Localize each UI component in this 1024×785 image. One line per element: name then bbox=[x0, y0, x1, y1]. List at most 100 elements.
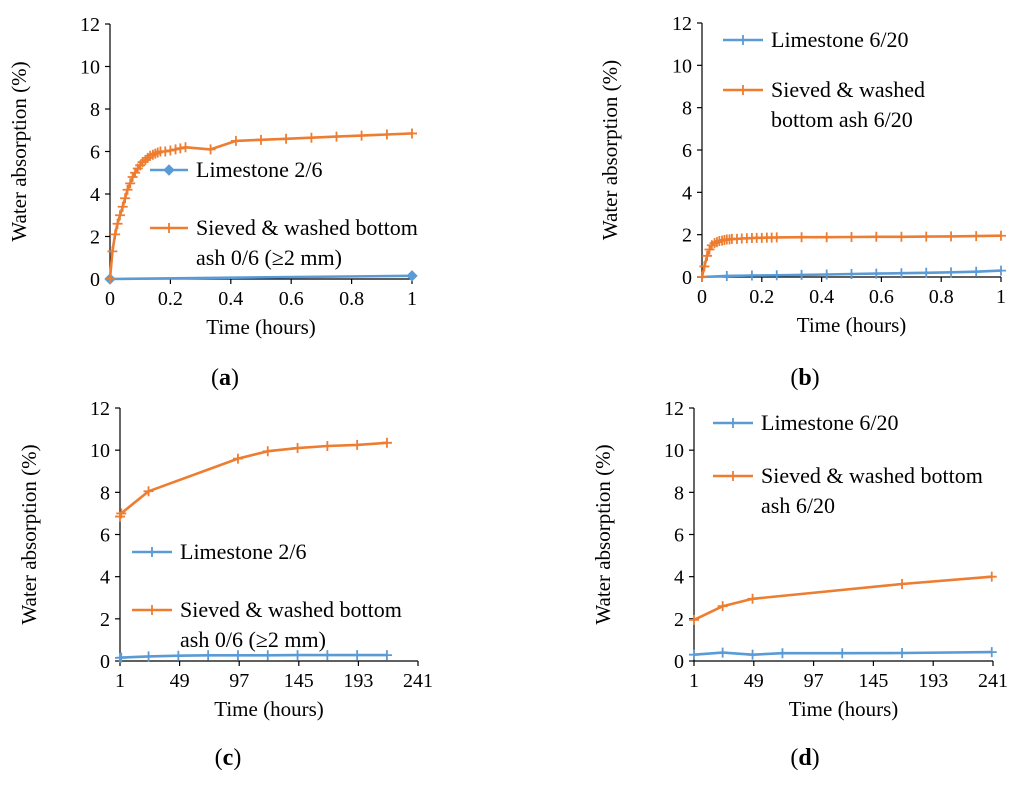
x-tick-label: 0.2 bbox=[749, 286, 774, 308]
data-point bbox=[896, 268, 907, 279]
data-point bbox=[986, 647, 997, 658]
data-point bbox=[796, 232, 807, 243]
series-bottom-ash bbox=[697, 230, 1006, 282]
caption-letter: b bbox=[798, 365, 811, 391]
y-tick-label: 8 bbox=[674, 482, 684, 504]
data-point bbox=[971, 231, 982, 242]
y-axis-label: Water absorption (%) bbox=[598, 60, 622, 240]
caption-close-paren: ) bbox=[812, 745, 820, 771]
y-tick-label: 10 bbox=[672, 55, 692, 77]
panel-caption: (b) bbox=[790, 365, 819, 391]
data-point bbox=[689, 614, 699, 625]
caption-open-paren: ( bbox=[215, 745, 223, 771]
data-point bbox=[127, 172, 138, 182]
data-point bbox=[180, 142, 191, 153]
data-point bbox=[689, 649, 699, 660]
y-tick-label: 2 bbox=[90, 227, 100, 249]
data-point bbox=[996, 230, 1006, 241]
data-point bbox=[173, 650, 184, 661]
y-tick-label: 0 bbox=[674, 651, 684, 673]
y-axis-label: Water absorption (%) bbox=[7, 61, 31, 241]
caption-close-paren: ) bbox=[812, 365, 820, 391]
series-line bbox=[119, 653, 387, 660]
x-tick-label: 49 bbox=[744, 670, 764, 692]
data-point bbox=[777, 648, 788, 659]
y-tick-label: 0 bbox=[90, 269, 100, 291]
legend-marker bbox=[163, 164, 175, 176]
data-point bbox=[262, 446, 273, 457]
y-tick-label: 4 bbox=[682, 182, 692, 204]
x-tick-label: 0.6 bbox=[279, 288, 304, 310]
caption-open-paren: ( bbox=[211, 365, 219, 391]
y-tick-label: 12 bbox=[90, 398, 110, 420]
data-point bbox=[203, 650, 214, 661]
data-point bbox=[971, 266, 982, 277]
legend-marker bbox=[147, 547, 157, 557]
x-axis-label: Time (hours) bbox=[214, 697, 323, 721]
y-tick-label: 4 bbox=[100, 567, 110, 589]
chart-b: 0 2 4 6 8 10 12 0 0.2 0.4 0.6 0.8 1 Time (hours) Water… bbox=[598, 13, 1006, 391]
x-axis-label: Time (hours) bbox=[206, 315, 315, 339]
data-point bbox=[150, 148, 161, 159]
y-tick-label: 12 bbox=[672, 13, 692, 35]
data-point bbox=[946, 267, 957, 278]
y-tick-label: 2 bbox=[674, 609, 684, 631]
x-tick-label: 1 bbox=[115, 670, 125, 692]
data-point bbox=[232, 650, 243, 661]
chart-c: 0 2 4 6 8 10 12 1 49 97 145 193 241 Time (hours) Water… bbox=[17, 398, 433, 771]
legend-label: Limestone 2/6 bbox=[196, 157, 322, 182]
x-tick-label: 97 bbox=[804, 670, 824, 692]
x-tick-label: 241 bbox=[403, 670, 433, 692]
x-axis-label: Time (hours) bbox=[789, 697, 898, 721]
y-tick-label: 4 bbox=[90, 184, 100, 206]
data-point bbox=[352, 650, 363, 661]
x-tick-label: 97 bbox=[229, 670, 249, 692]
legend: Limestone 2/6 Sieved & washed bottom ash 0… bbox=[132, 539, 402, 652]
x-tick-label: 1 bbox=[407, 288, 417, 310]
data-point bbox=[165, 145, 176, 156]
data-point bbox=[116, 652, 127, 663]
data-point bbox=[381, 437, 392, 448]
legend-label: ash 6/20 bbox=[761, 493, 835, 518]
legend-label: bottom ash 6/20 bbox=[771, 107, 913, 132]
panel-caption: (a) bbox=[211, 365, 239, 391]
y-tick-label: 6 bbox=[100, 525, 110, 547]
data-point bbox=[262, 650, 273, 661]
data-point bbox=[170, 144, 181, 155]
caption-letter: d bbox=[798, 745, 812, 771]
data-point bbox=[896, 231, 907, 242]
caption-open-paren: ( bbox=[790, 745, 798, 771]
data-point bbox=[796, 269, 807, 280]
legend-marker bbox=[164, 223, 174, 233]
y-tick-label: 8 bbox=[90, 99, 100, 121]
data-point bbox=[232, 453, 243, 464]
data-point bbox=[356, 130, 367, 141]
x-tick-label: 193 bbox=[343, 670, 373, 692]
legend-label: ash 0/6 (≥2 mm) bbox=[180, 627, 326, 652]
x-tick-label: 193 bbox=[918, 670, 948, 692]
y-tick-label: 0 bbox=[100, 651, 110, 673]
data-point bbox=[281, 133, 292, 144]
data-point bbox=[921, 267, 932, 278]
y-tick-label: 10 bbox=[90, 440, 110, 462]
caption-close-paren: ) bbox=[231, 365, 239, 391]
x-tick-label: 0 bbox=[697, 286, 707, 308]
data-point bbox=[407, 128, 417, 139]
data-point bbox=[996, 265, 1006, 276]
data-point bbox=[292, 443, 303, 454]
data-point bbox=[256, 134, 266, 145]
x-tick-label: 1 bbox=[996, 286, 1006, 308]
data-point bbox=[230, 135, 241, 146]
caption-close-paren: ) bbox=[233, 745, 241, 771]
data-point bbox=[711, 237, 722, 248]
data-point bbox=[697, 272, 707, 282]
legend-label: Sieved & washed bottom bbox=[761, 463, 983, 488]
legend-marker bbox=[728, 418, 738, 428]
data-point bbox=[897, 579, 908, 590]
data-point bbox=[143, 651, 154, 662]
y-tick-label: 4 bbox=[674, 567, 684, 589]
x-tick-label: 145 bbox=[284, 670, 314, 692]
data-point bbox=[871, 231, 882, 242]
legend-label: ash 0/6 (≥2 mm) bbox=[196, 245, 342, 270]
